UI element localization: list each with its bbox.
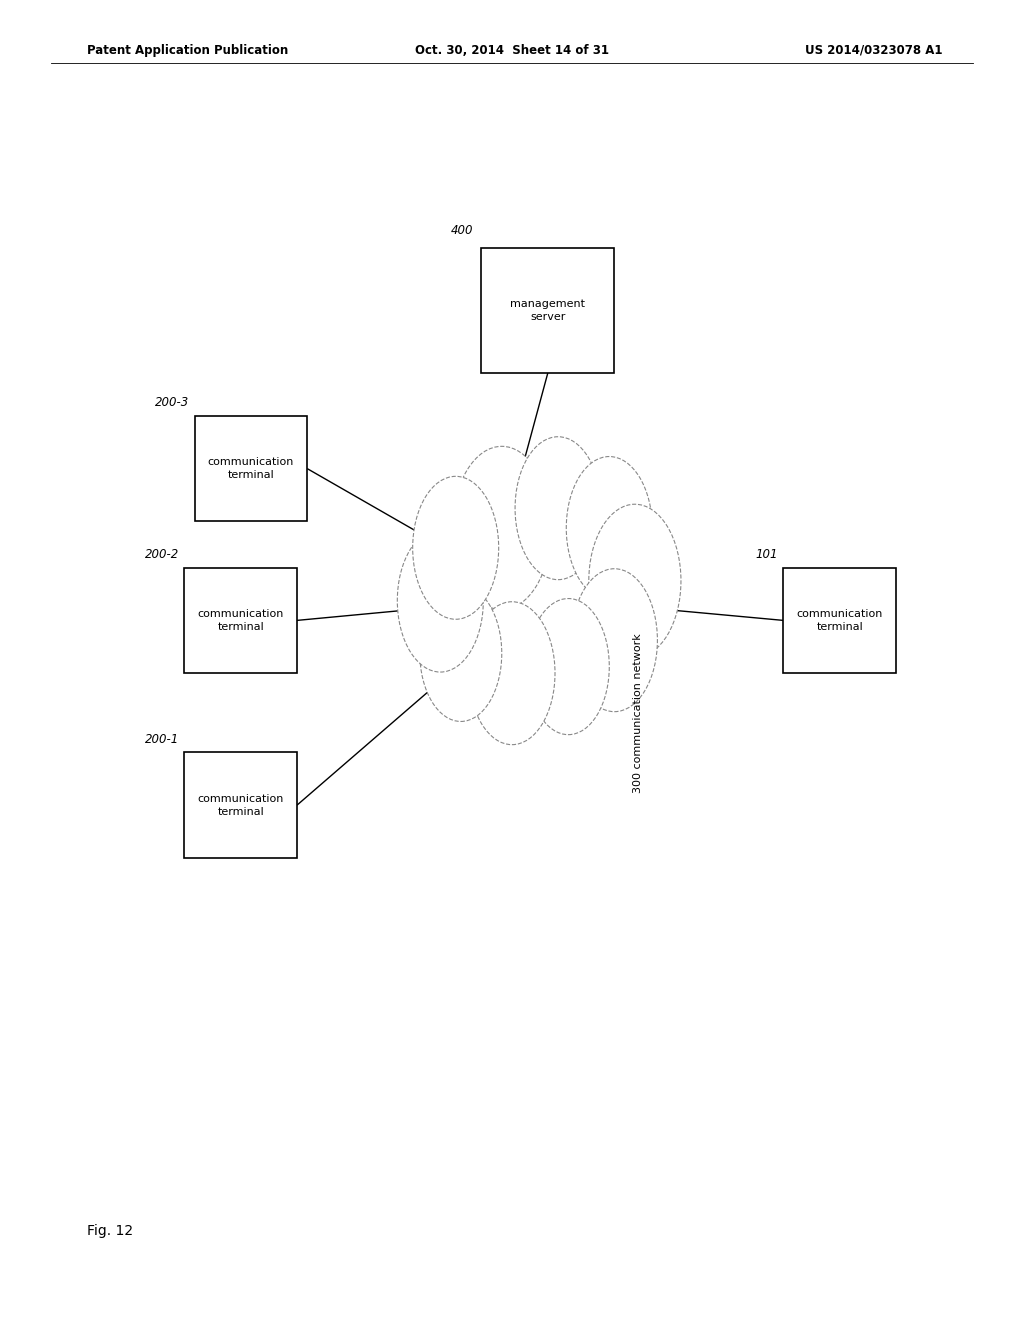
Text: communication
terminal: communication terminal — [797, 609, 883, 632]
Ellipse shape — [515, 437, 601, 579]
Text: 200-2: 200-2 — [145, 548, 179, 561]
Text: Patent Application Publication: Patent Application Publication — [87, 44, 289, 57]
Text: 300 communication network: 300 communication network — [633, 632, 643, 793]
Text: 400: 400 — [451, 224, 473, 238]
Text: 101: 101 — [756, 548, 778, 561]
Bar — [783, 568, 896, 673]
Text: Oct. 30, 2014  Sheet 14 of 31: Oct. 30, 2014 Sheet 14 of 31 — [415, 44, 609, 57]
Ellipse shape — [469, 602, 555, 744]
Ellipse shape — [589, 504, 681, 657]
Text: Fig. 12: Fig. 12 — [87, 1224, 133, 1238]
Text: 200-1: 200-1 — [145, 733, 179, 746]
Ellipse shape — [413, 477, 499, 619]
Bar — [184, 752, 297, 858]
Bar — [184, 568, 297, 673]
Bar — [195, 416, 307, 521]
Text: US 2014/0323078 A1: US 2014/0323078 A1 — [805, 44, 942, 57]
Text: management
server: management server — [510, 298, 586, 322]
Ellipse shape — [571, 569, 657, 711]
Text: communication
terminal: communication terminal — [198, 609, 284, 632]
Text: communication
terminal: communication terminal — [208, 457, 294, 480]
Ellipse shape — [527, 598, 609, 735]
Text: 200-3: 200-3 — [156, 396, 189, 409]
Bar — [481, 248, 614, 372]
Ellipse shape — [420, 585, 502, 722]
Text: communication
terminal: communication terminal — [198, 793, 284, 817]
Ellipse shape — [397, 529, 483, 672]
Ellipse shape — [453, 446, 551, 610]
Ellipse shape — [566, 457, 652, 599]
